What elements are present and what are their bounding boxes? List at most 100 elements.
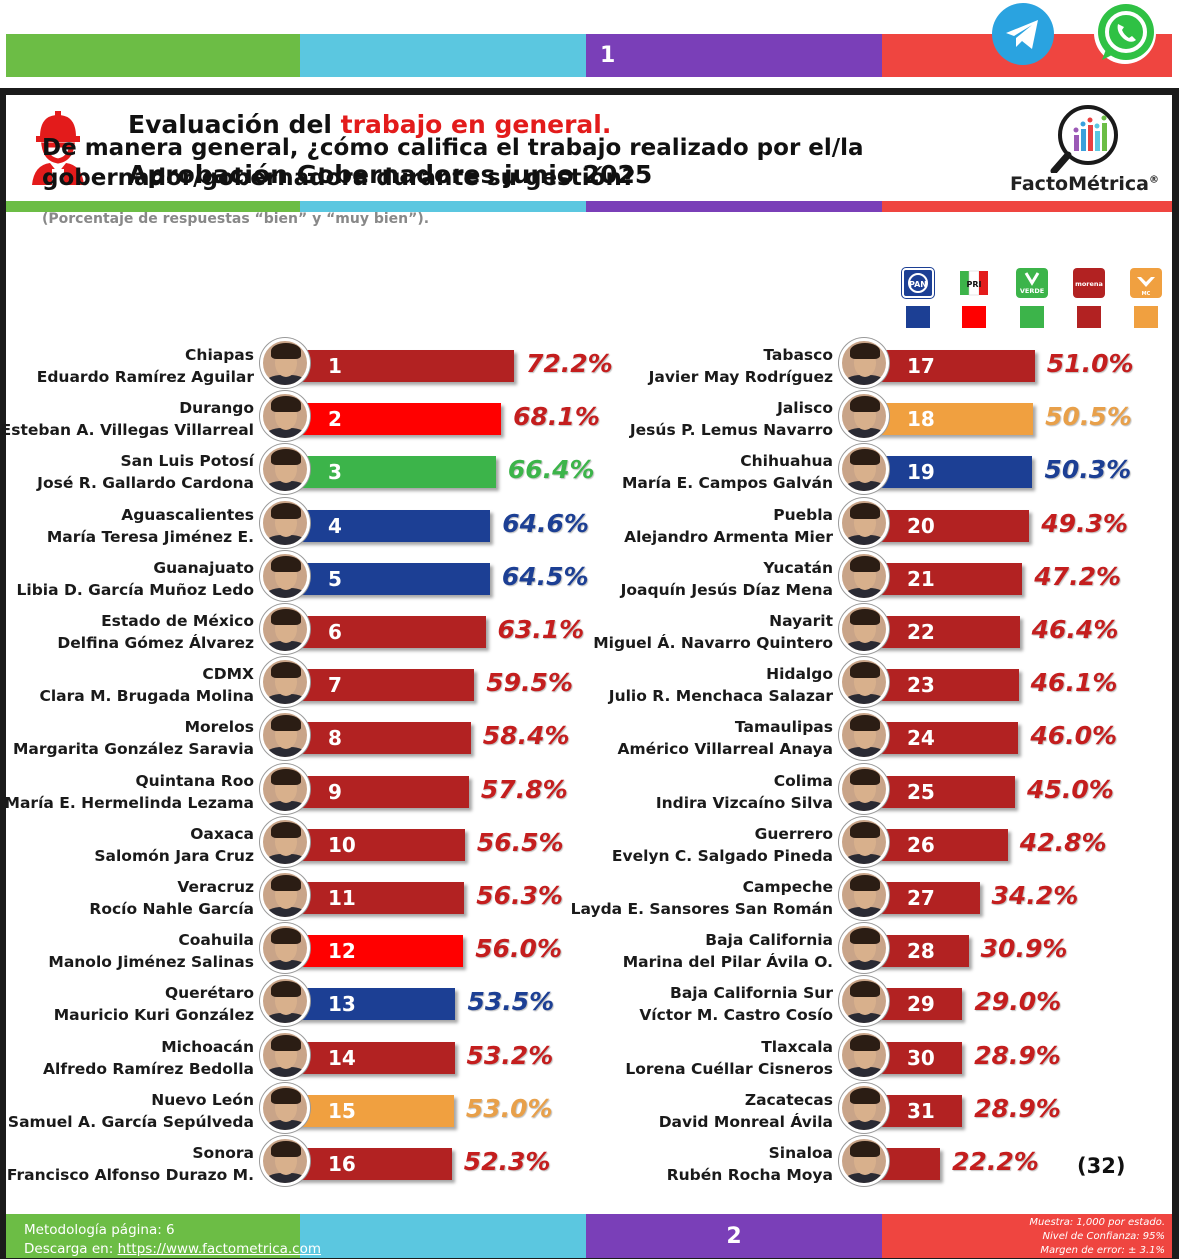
morena-logo-icon: morena [1073,268,1105,298]
sample-text: Muestra: 1,000 por estado. [1029,1217,1165,1228]
avatar-hair [850,1141,880,1157]
avatar-shoulders [844,800,886,811]
governor-21-name-block: Yucatán Joaquín Jesús Díaz Mena [621,557,833,601]
state-name: Aguascalientes [121,505,254,524]
avatar-hair [271,396,301,413]
rank-label: 29 [907,992,935,1017]
rank-label: 30 [907,1045,935,1070]
page-number-bottom: 2 [586,1214,882,1258]
governor-6-bar: 6 [288,616,486,648]
avatar-hair [850,343,880,359]
governor-32-name-block: Sinaloa Rubén Rocha Moya [667,1142,833,1186]
state-name: Querétaro [164,984,254,1003]
governor-32-photo-avatar [839,1136,889,1186]
governor-14-value-label: 53.2% [466,1040,554,1070]
governor-29-photo-avatar [839,976,889,1027]
governor-13-bar: 13 [288,988,456,1021]
avatar-hair [850,1034,880,1051]
state-name: Morelos [184,718,254,737]
rank-label: 3 [328,460,342,485]
brand-name: FactoMétrica® [1010,173,1159,195]
avatar-shoulders [265,587,307,598]
rank-label: 28 [907,939,935,964]
governor-20-value-label: 49.3% [1041,508,1128,538]
page-number-top: 1 [586,34,882,77]
governor-8-bar: 8 [288,722,471,755]
governor-name: Margarita González Saravia [12,740,254,759]
avatar-hair [850,662,880,679]
governor-3-value-label: 66.4% [507,455,595,485]
avatar-hair [271,662,301,679]
avatar-shoulders [265,1013,307,1024]
header-title: Evaluación del trabajo en general. [128,110,612,139]
governor-19-name-block: Chihuahua María E. Campos Galván [622,450,833,494]
state-name: Guerrero [754,824,833,843]
svg-text:morena: morena [1075,280,1103,288]
governor-25-bar: 25 [867,775,1016,808]
governor-1-name-block: Chiapas Eduardo Ramírez Aguilar [37,344,254,388]
avatar-hair [271,715,301,732]
telegram-icon[interactable] [992,3,1054,65]
bottom-color-stripe: 2 [6,1214,1172,1258]
avatar-hair [850,502,880,519]
whatsapp-icon[interactable] [1094,2,1156,64]
governor-32-value-label: 22.2% [952,1147,1039,1176]
verde-logo-icon: VERDE [1016,268,1048,298]
governor-28-photo-avatar [839,923,889,974]
avatar-shoulders [265,800,307,811]
methodology-text: Metodología página: 6 [24,1222,175,1238]
governor-26-photo-avatar [839,816,889,867]
governor-29-value-label: 29.0% [974,987,1062,1017]
download-line: Descarga en: https://www.factometrica.co… [24,1241,322,1257]
governor-13-value-label: 53.5% [467,987,555,1017]
governor-6-value-label: 63.1% [497,615,585,644]
governor-name: Alejandro Armenta Mier [624,527,833,546]
margin-text: Margen de error: ± 3.1% [1040,1245,1165,1256]
governor-8-photo-avatar [260,710,310,761]
governor-name: Delfina Gómez Álvarez [57,634,254,652]
legend-swatch-verde [1020,306,1044,328]
governor-5-value-label: 64.5% [501,561,589,591]
avatar-shoulders [265,853,307,864]
mc-logo-icon: MC [1130,268,1162,298]
avatar-shoulders [844,853,886,864]
avatar-shoulders [844,1119,886,1130]
avatar-hair [850,768,880,785]
svg-text:VERDE: VERDE [1020,287,1044,295]
rank-label: 2 [328,407,342,432]
governor-12-bar: 12 [288,935,464,968]
state-name: Nayarit [769,612,833,630]
avatar-hair [271,1087,301,1104]
governor-23-photo-avatar [839,657,889,708]
governor-12-name-block: Coahuila Manolo Jiménez Salinas [48,929,254,973]
state-name: Nuevo León [151,1090,254,1109]
governor-4-bar: 4 [288,509,491,542]
rank-label: 1 [328,354,342,378]
total-count: (32) [1077,1154,1126,1178]
avatar-shoulders [844,1066,886,1077]
avatar-shoulders [844,1173,886,1183]
avatar-shoulders [844,587,886,598]
survey-question: De manera general, ¿cómo califica el tra… [42,135,864,191]
governor-name: Samuel A. García Sepúlveda [7,1112,254,1131]
avatar-hair [850,981,880,998]
avatar-hair [271,928,301,945]
governor-22-photo-avatar [839,604,889,654]
rank-label: 21 [907,566,935,591]
download-link[interactable]: https://www.factometrica.com [117,1241,322,1257]
governor-name: Clara M. Brugada Molina [39,687,254,706]
governor-4-value-label: 64.6% [502,508,589,538]
governor-30-photo-avatar [839,1029,889,1080]
svg-text:PRI: PRI [967,280,982,289]
state-name: Jalisco [777,399,833,418]
registered-mark: ® [1148,174,1159,186]
governor-8-value-label: 58.4% [482,721,570,751]
state-name: Estado de México [101,612,254,630]
governor-name: Rubén Rocha Moya [666,1166,833,1184]
avatar-shoulders [265,1119,307,1130]
avatar-shoulders [844,960,886,971]
governor-name: Francisco Alfonso Durazo M. [6,1166,254,1184]
governor-16-photo-avatar [260,1136,310,1186]
governor-name: Manolo Jiménez Salinas [48,953,254,972]
governor-2-photo-avatar [260,391,310,442]
